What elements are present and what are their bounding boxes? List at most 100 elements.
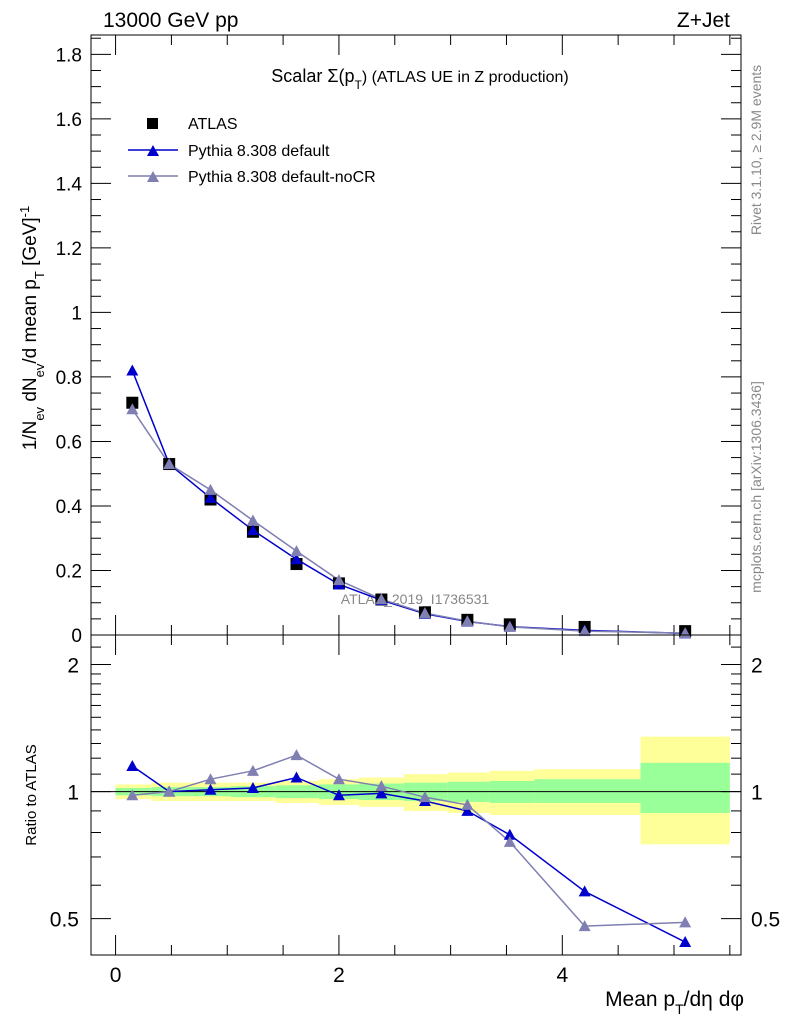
ylabel-part-0: 1/N: [20, 421, 41, 451]
ratio-y-tick-label-right: 1: [751, 782, 763, 805]
x-axis-label: Mean pT/dη dφ: [605, 988, 744, 1017]
x-tick-label: 2: [333, 964, 345, 987]
ratio-default-point: [578, 885, 591, 897]
legend-label-default: Pythia 8.308 default: [188, 143, 330, 160]
main-y-axis-label: 1/Nev dNev/d mean pT [GeV]-1: [17, 206, 47, 451]
legend-marker-atlas: [147, 118, 158, 129]
mcplots-side-label: mcplots.cern.ch [arXiv:1306.3436]: [748, 381, 764, 593]
header-left-label: 13000 GeV pp: [103, 9, 238, 32]
main-y-tick-label: 1.8: [56, 45, 82, 66]
xlabel-post: /dη dφ: [684, 988, 744, 1011]
ratio-default-point: [679, 936, 692, 948]
ratio-tick-labels: 0.5 0.5 1 1 2 2 0 2 4: [50, 655, 780, 987]
pythia-nocr-point: [375, 593, 388, 605]
ratio-nocr-point: [578, 920, 591, 932]
legend-marker-nocr: [147, 171, 159, 182]
ratio-default-point: [246, 781, 259, 793]
pythia-nocr-point: [163, 458, 176, 470]
ratio-nocr-point: [461, 798, 474, 810]
main-y-tick-label: 0.6: [56, 432, 82, 453]
ratio-nocr-point: [332, 773, 345, 785]
ratio-default-point: [204, 783, 217, 795]
plot-title-post: ) (ATLAS UE in Z production): [362, 69, 569, 86]
ratio-nocr-point: [375, 780, 388, 792]
ratio-default-point: [503, 828, 516, 840]
main-y-ticks: [91, 35, 741, 636]
pythia-nocr-point: [578, 625, 591, 637]
pythia-nocr-point: [246, 514, 259, 526]
ratio-nocr-point: [290, 749, 303, 761]
x-tick-label: 0: [110, 964, 122, 987]
ratio-band-inner: [640, 762, 730, 813]
ratio-panel: 0.5 0.5 1 1 2 2 0 2 4 Ratio to ATLAS: [23, 634, 780, 987]
pythia-nocr-point: [290, 545, 303, 557]
main-y-tick-label: 0.8: [56, 368, 82, 389]
ratio-default-point: [290, 771, 303, 783]
pythia-nocr-point: [126, 403, 139, 415]
ylabel-part-6: [GeV]: [20, 217, 41, 271]
main-series-line: [131, 408, 686, 634]
ratio-default-point: [461, 804, 474, 816]
ylabel-part-1: ev: [32, 406, 47, 420]
legend: ATLAS Pythia 8.308 default Pythia 8.308 …: [128, 116, 376, 186]
ratio-nocr-point: [246, 764, 259, 776]
ratio-series-layer: [126, 749, 692, 948]
ratio-y-tick-label-right: 2: [751, 655, 763, 678]
pythia-nocr-point: [418, 607, 431, 619]
ratio-nocr-point: [418, 791, 431, 803]
main-y-tick-label: 0.2: [56, 561, 82, 582]
ratio-y-tick-label-right: 0.5: [751, 909, 780, 932]
ylabel-part-7: -1: [17, 206, 32, 218]
main-y-tick-label: 0: [71, 626, 82, 647]
x-tick-label: 4: [556, 964, 568, 987]
pythia-nocr-point: [461, 615, 474, 627]
ratio-plot-frame: [90, 634, 742, 956]
ylabel-part-4: /d mean p: [20, 279, 41, 364]
legend-label-nocr: Pythia 8.308 default-noCR: [188, 169, 376, 186]
ratio-default-point: [126, 759, 139, 771]
pythia-default-point: [290, 553, 303, 565]
ylabel-part-3: ev: [32, 363, 47, 377]
ratio-y-axis-label: Ratio to ATLAS: [23, 744, 40, 845]
ratio-nocr-point: [163, 785, 176, 797]
ratio-nocr-point: [679, 916, 692, 928]
main-panel: 00.20.40.60.811.21.41.61.8 ATLAS_2019_I1…: [17, 34, 742, 647]
xlabel-pre: Mean p: [605, 988, 675, 1011]
ratio-ticks: [91, 635, 741, 955]
ratio-nocr-point: [126, 789, 139, 801]
main-y-tick-label: 1: [71, 303, 82, 324]
main-y-tick-label: 1.6: [56, 110, 82, 131]
pythia-nocr-point: [332, 574, 345, 586]
main-y-tick-label: 1.2: [56, 239, 82, 260]
ratio-y-tick-label: 1: [67, 782, 79, 805]
plot-title: Scalar Σ(pT) (ATLAS UE in Z production): [271, 66, 568, 92]
plot-title-sub: T: [354, 78, 362, 92]
rivet-side-label: Rivet 3.1.10, ≥ 2.9M events: [748, 65, 764, 235]
ratio-y-tick-label: 2: [67, 655, 79, 678]
ratio-default-point: [332, 789, 345, 801]
main-y-tick-label: 0.4: [56, 497, 83, 518]
plot-title-pre: Scalar: [271, 66, 327, 86]
plot-title-sigma: Σ(p: [327, 66, 354, 86]
ratio-nocr-point: [204, 773, 217, 785]
pythia-nocr-point: [204, 483, 217, 495]
xlabel-sub: T: [675, 1001, 684, 1017]
legend-label-atlas: ATLAS: [188, 116, 238, 133]
header-right-label: Z+Jet: [677, 9, 730, 32]
pythia-default-point: [126, 364, 139, 376]
ratio-default-point: [375, 787, 388, 799]
pythia-default-point: [246, 524, 259, 536]
legend-marker-default: [147, 145, 159, 156]
ratio-band-inner: [534, 779, 641, 803]
ratio-nocr-point: [503, 835, 516, 847]
ratio-series-line: [131, 765, 686, 943]
pythia-default-point: [204, 491, 217, 503]
ratio-series-line: [132, 754, 686, 927]
ratio-y-tick-label: 0.5: [50, 909, 79, 932]
atlas-data-point: [126, 396, 139, 409]
main-y-tick-labels: 0 0.2 0.4 0.6 0.8 1 1.2 1.4 1.6 1.8: [56, 45, 83, 647]
ylabel-part-5: T: [32, 271, 47, 279]
pythia-nocr-point: [503, 620, 516, 632]
main-y-tick-label: 1.4: [56, 174, 83, 195]
